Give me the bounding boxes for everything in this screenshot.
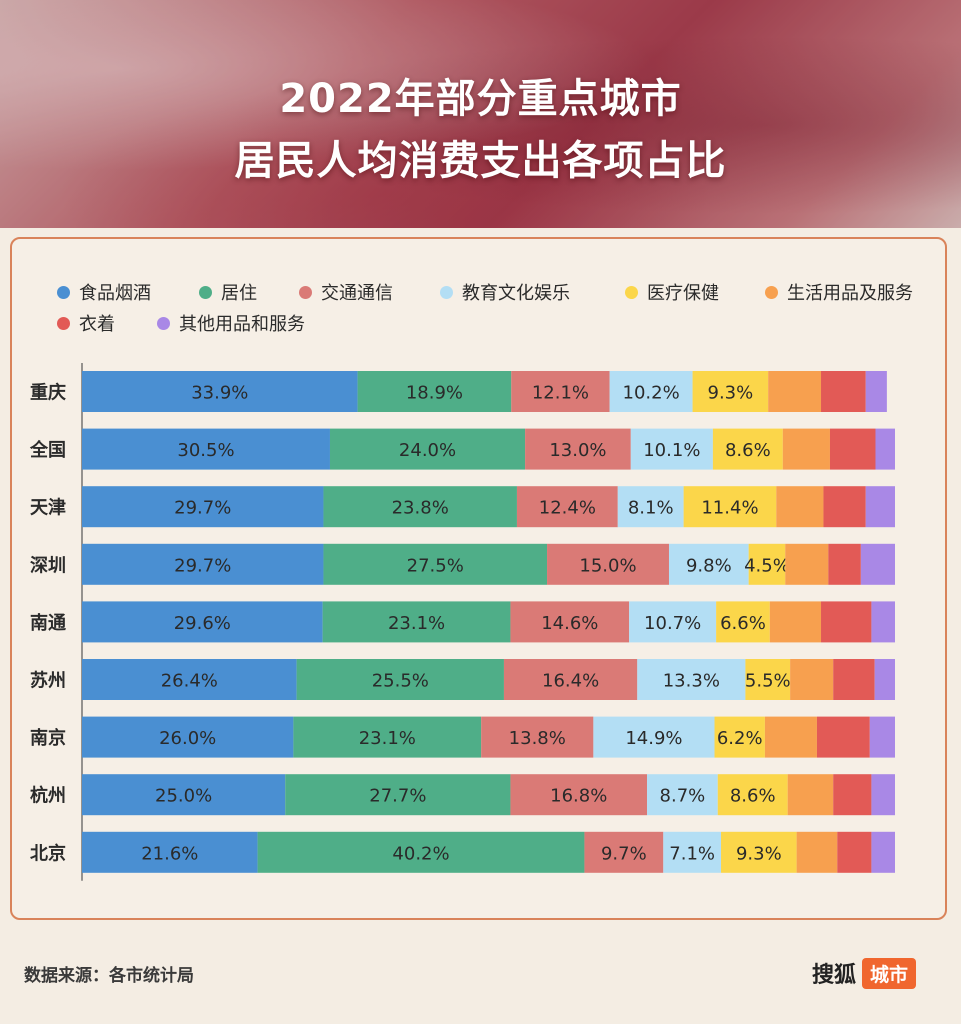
legend-dot-icon	[57, 285, 70, 299]
legend-item-clothing: 衣着	[57, 310, 115, 336]
brand-name: 搜狐	[812, 963, 857, 988]
data-source-note: 数据来源：各市统计局	[24, 966, 194, 986]
legend-item-food: 食品烟酒	[57, 279, 151, 305]
chart-card	[10, 237, 947, 920]
legend-label: 居住	[221, 283, 257, 304]
legend-item-education: 教育文化娱乐	[440, 279, 570, 305]
legend-label: 教育文化娱乐	[462, 283, 570, 304]
legend-label: 医疗保健	[647, 283, 719, 304]
legend-item-other: 其他用品和服务	[157, 310, 305, 336]
legend-item-transport: 交通通信	[299, 279, 393, 305]
legend-dot-icon	[765, 285, 778, 299]
chart-title-line2: 居民人均消费支出各项占比	[234, 138, 727, 184]
legend-label: 食品烟酒	[79, 283, 151, 304]
legend-dot-icon	[157, 316, 170, 330]
chart-title-line1: 2022年部分重点城市	[279, 76, 682, 122]
legend-item-household: 生活用品及服务	[765, 279, 913, 305]
legend-dot-icon	[57, 316, 70, 330]
legend-label: 其他用品和服务	[179, 314, 305, 335]
legend-label: 生活用品及服务	[787, 283, 913, 304]
legend-dot-icon	[299, 285, 312, 299]
brand-logo: 搜狐 城市	[812, 957, 917, 989]
legend-dot-icon	[625, 285, 638, 299]
legend-dot-icon	[199, 285, 212, 299]
brand-tag: 城市	[862, 957, 917, 989]
banner-shade	[0, 0, 961, 228]
legend-item-housing: 居住	[199, 279, 257, 305]
legend-item-healthcare: 医疗保健	[625, 279, 719, 305]
legend-label: 交通通信	[321, 283, 393, 304]
legend-dot-icon	[440, 285, 453, 299]
legend-label: 衣着	[79, 314, 115, 335]
header-banner: 2022年部分重点城市 居民人均消费支出各项占比	[0, 0, 961, 228]
